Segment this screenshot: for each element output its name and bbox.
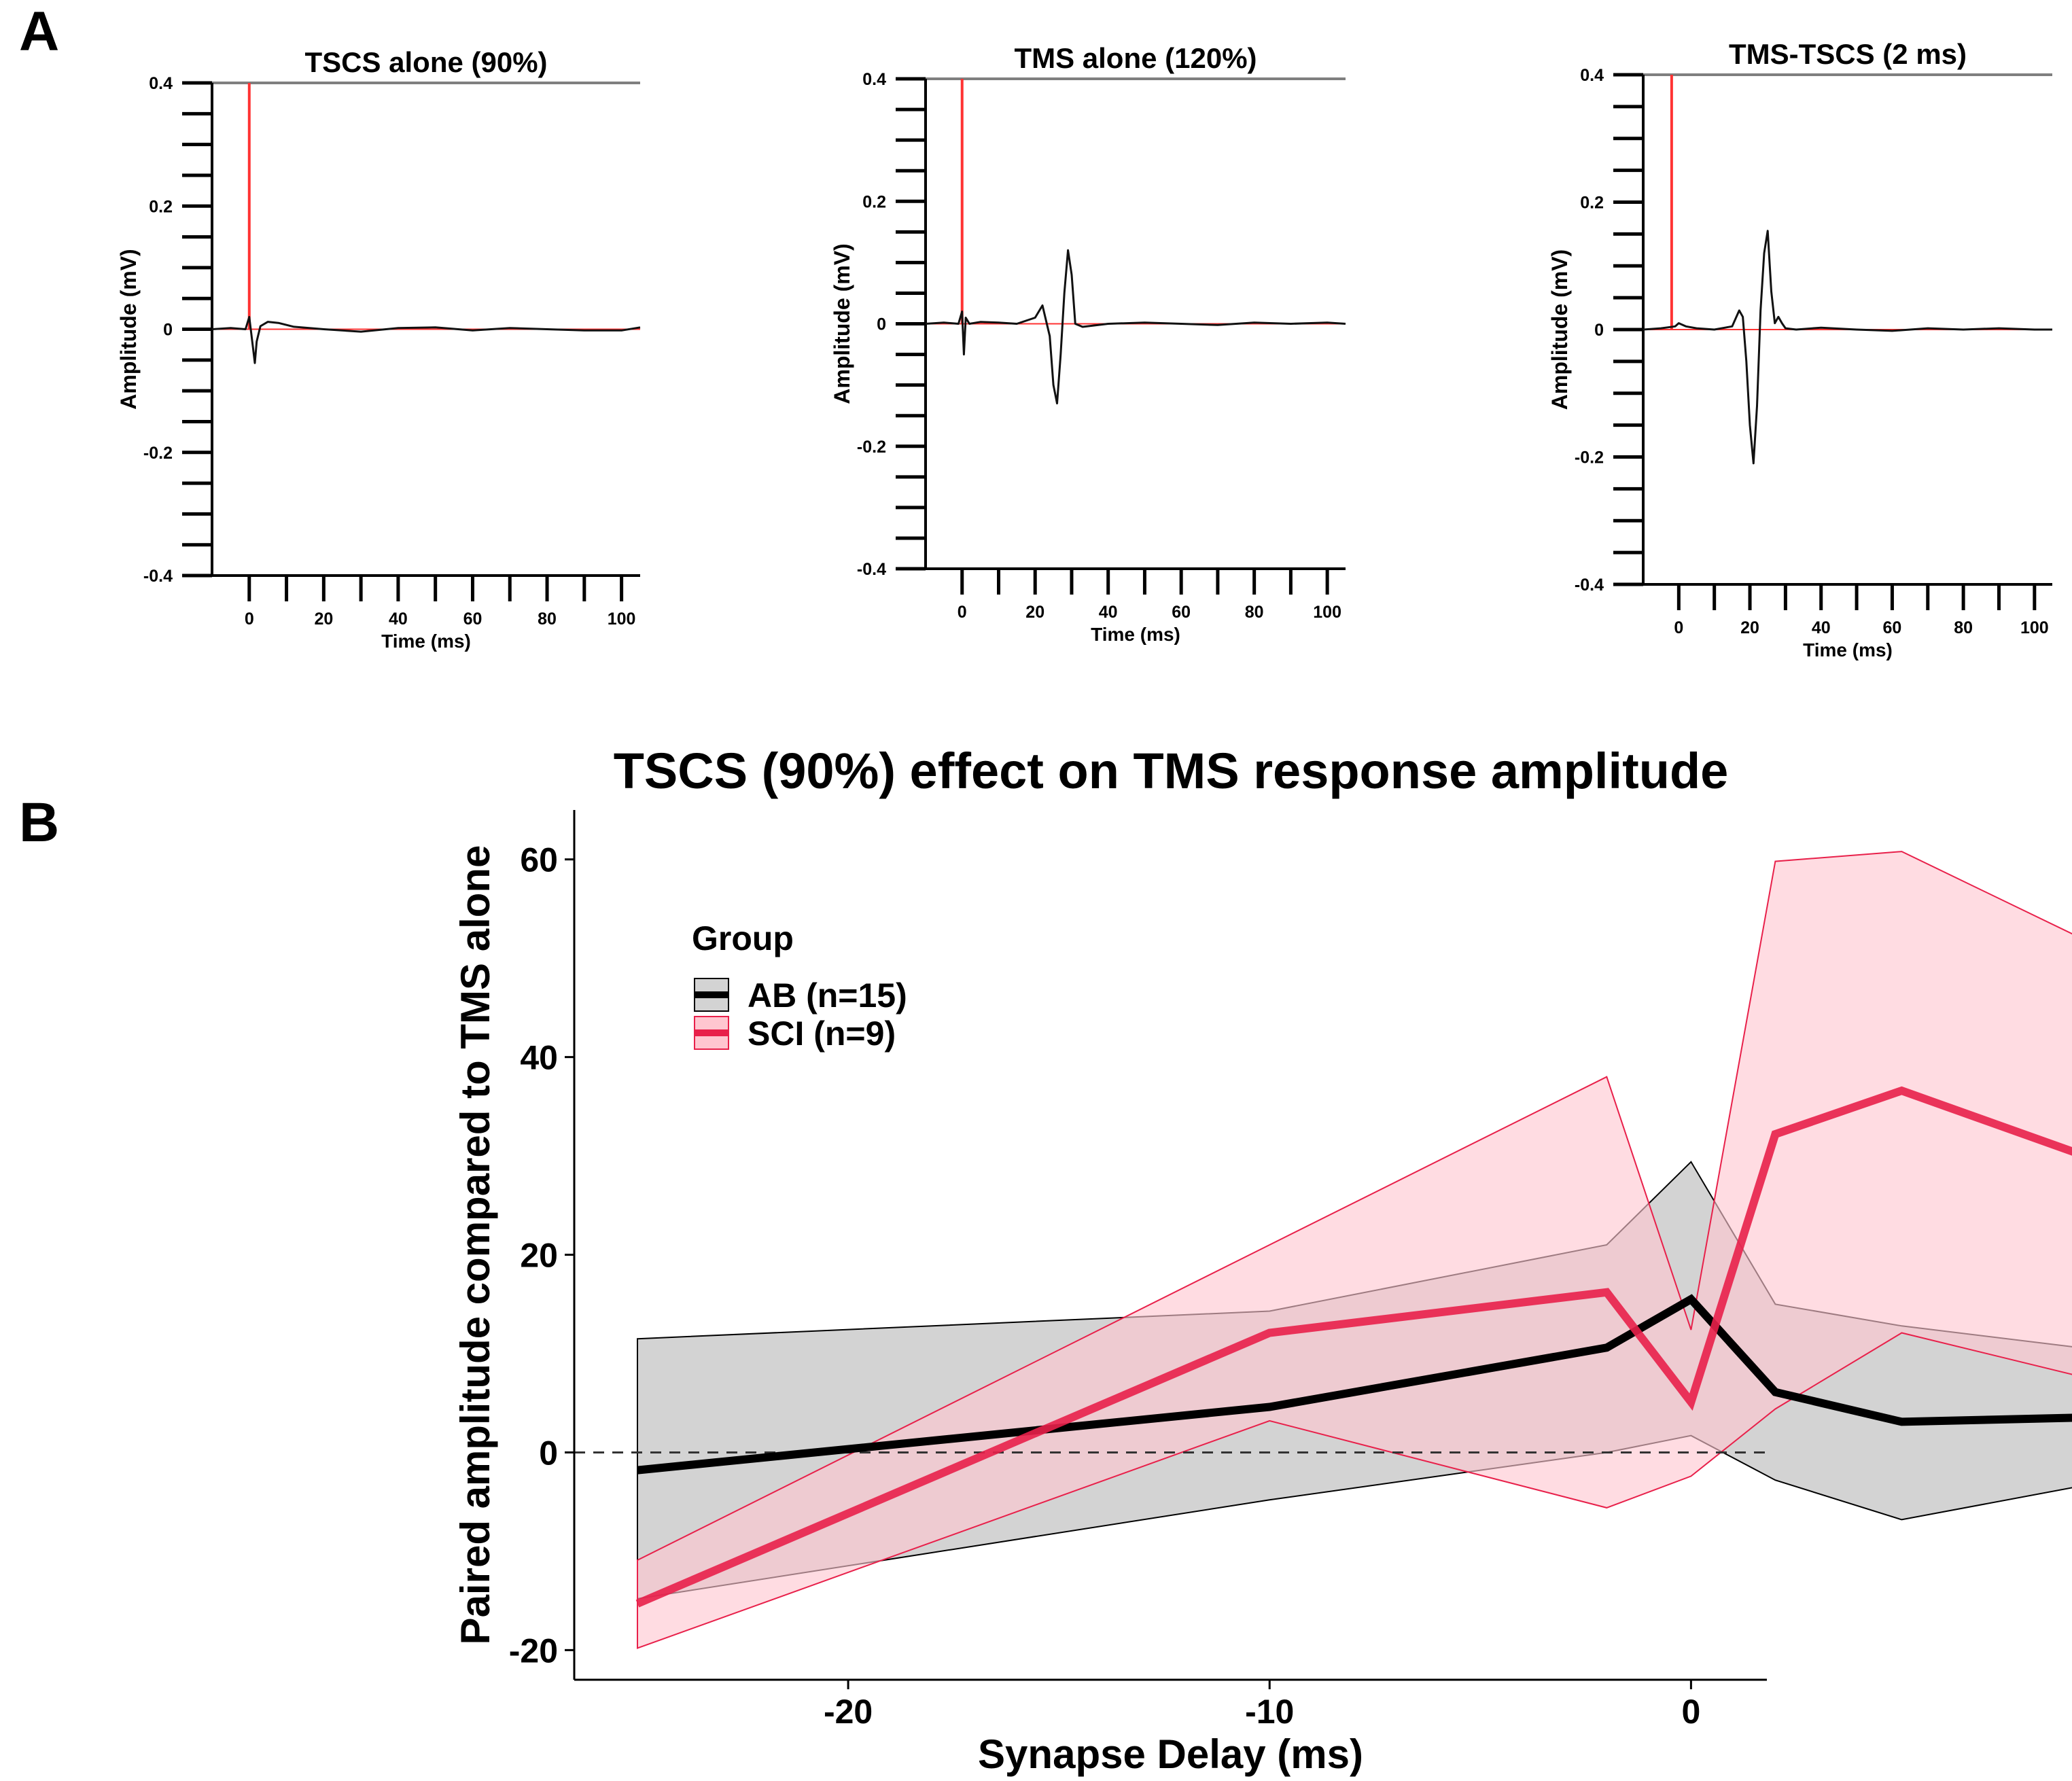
x-tick-label: 80 xyxy=(538,610,557,629)
panel-title: TSCS alone (90%) xyxy=(304,46,547,78)
panel-a3-tms-tscs: -0.4 -0.2 0 0.2 0.4 0 20 40 60 80 100 TMS-TSCS (2 m… xyxy=(1547,38,2052,660)
legend-label-sci: SCI (n=9) xyxy=(748,1015,896,1053)
panel-title: TMS alone (120%) xyxy=(1014,42,1257,74)
x-tick-label: -10 xyxy=(1245,1693,1294,1731)
x-axis-label: Time (ms) xyxy=(1803,639,1893,660)
x-tick-label: 40 xyxy=(389,610,408,629)
response-trace xyxy=(925,249,1346,405)
x-tick-label: 100 xyxy=(2020,618,2049,637)
x-axis-label: Time (ms) xyxy=(1091,624,1180,645)
y-axis-label: Amplitude (mV) xyxy=(1547,249,1572,410)
y-tick-label: -0.4 xyxy=(857,560,886,579)
y-tick-label: -0.2 xyxy=(857,438,886,457)
chart-title: TSCS (90%) effect on TMS response amplit… xyxy=(614,743,1729,799)
y-tick-label: -0.4 xyxy=(143,567,173,586)
series-line-sci xyxy=(635,1086,2072,1608)
y-tick-label: -0.4 xyxy=(1575,576,1604,595)
y-tick-label: 0.4 xyxy=(862,70,886,89)
y-axis-label: Amplitude (mV) xyxy=(830,243,854,404)
x-axis-label: Time (ms) xyxy=(381,631,471,652)
response-trace xyxy=(211,315,641,364)
y-tick-label: 40 xyxy=(520,1039,558,1077)
y-tick-label: -0.2 xyxy=(143,444,173,463)
panel-a1-tscs-alone: -0.4 -0.2 0 0.2 0.4 0 20 40 60 80 100 TSCS alone (9… xyxy=(116,46,641,652)
x-tick-label: 20 xyxy=(1740,618,1759,637)
y-tick-label: 0.4 xyxy=(1580,66,1604,85)
x-tick-label: 0 xyxy=(958,603,967,622)
x-tick-label: 80 xyxy=(1954,618,1973,637)
x-tick-label: 0 xyxy=(1681,1693,1700,1731)
y-tick-label: 0.4 xyxy=(149,74,173,93)
x-tick-label: 40 xyxy=(1099,603,1118,622)
y-tick-label: 0 xyxy=(539,1434,558,1472)
x-tick-label: 100 xyxy=(1313,603,1341,622)
panel-label-b: B xyxy=(19,792,59,853)
y-tick-label: 0 xyxy=(163,321,173,340)
x-tick-label: 40 xyxy=(1812,618,1831,637)
x-tick-label: 80 xyxy=(1245,603,1264,622)
y-tick-label: 0 xyxy=(1594,321,1604,340)
panel-label-a: A xyxy=(19,1,59,63)
x-tick-label: 20 xyxy=(314,610,333,629)
panel-title: TMS-TSCS (2 ms) xyxy=(1729,38,1967,70)
y-tick-label: 0 xyxy=(877,315,886,334)
x-tick-label: 60 xyxy=(1883,618,1902,637)
confidence-band-sci xyxy=(637,851,2072,1649)
response-trace xyxy=(1643,230,2052,465)
panel-a2-tms-alone: -0.4 -0.2 0 0.2 0.4 0 20 40 60 80 100 TMS alone (12… xyxy=(830,42,1346,645)
x-tick-label: 100 xyxy=(608,610,636,629)
x-tick-label: 20 xyxy=(1025,603,1044,622)
x-tick-label: 60 xyxy=(1172,603,1191,622)
x-tick-label: 0 xyxy=(1674,618,1683,637)
y-tick-label: 60 xyxy=(520,841,558,879)
x-tick-label: 0 xyxy=(245,610,254,629)
y-tick-label: -0.2 xyxy=(1575,448,1604,468)
y-tick-label: 0.2 xyxy=(862,192,886,211)
legend: Group AB (n=15)SCI (n=9) xyxy=(692,919,907,1053)
x-tick-label: -20 xyxy=(824,1693,873,1731)
legend-label-ab: AB (n=15) xyxy=(748,976,907,1015)
series-line-ab xyxy=(637,1294,2072,1475)
y-axis-label: Amplitude (mV) xyxy=(116,249,141,409)
y-tick-label: 0.2 xyxy=(149,197,173,216)
y-axis-label: Paired amplitude compared to TMS alone xyxy=(453,845,498,1645)
y-tick-label: -20 xyxy=(509,1632,558,1670)
y-tick-label: 0.2 xyxy=(1580,194,1604,213)
x-axis-label: Synapse Delay (ms) xyxy=(978,1731,1363,1777)
legend-title: Group xyxy=(692,919,794,957)
x-tick-label: 60 xyxy=(463,610,482,629)
y-tick-label: 20 xyxy=(520,1237,558,1275)
panel-b-line-chart: TSCS (90%) effect on TMS response amplit… xyxy=(453,743,2072,1777)
